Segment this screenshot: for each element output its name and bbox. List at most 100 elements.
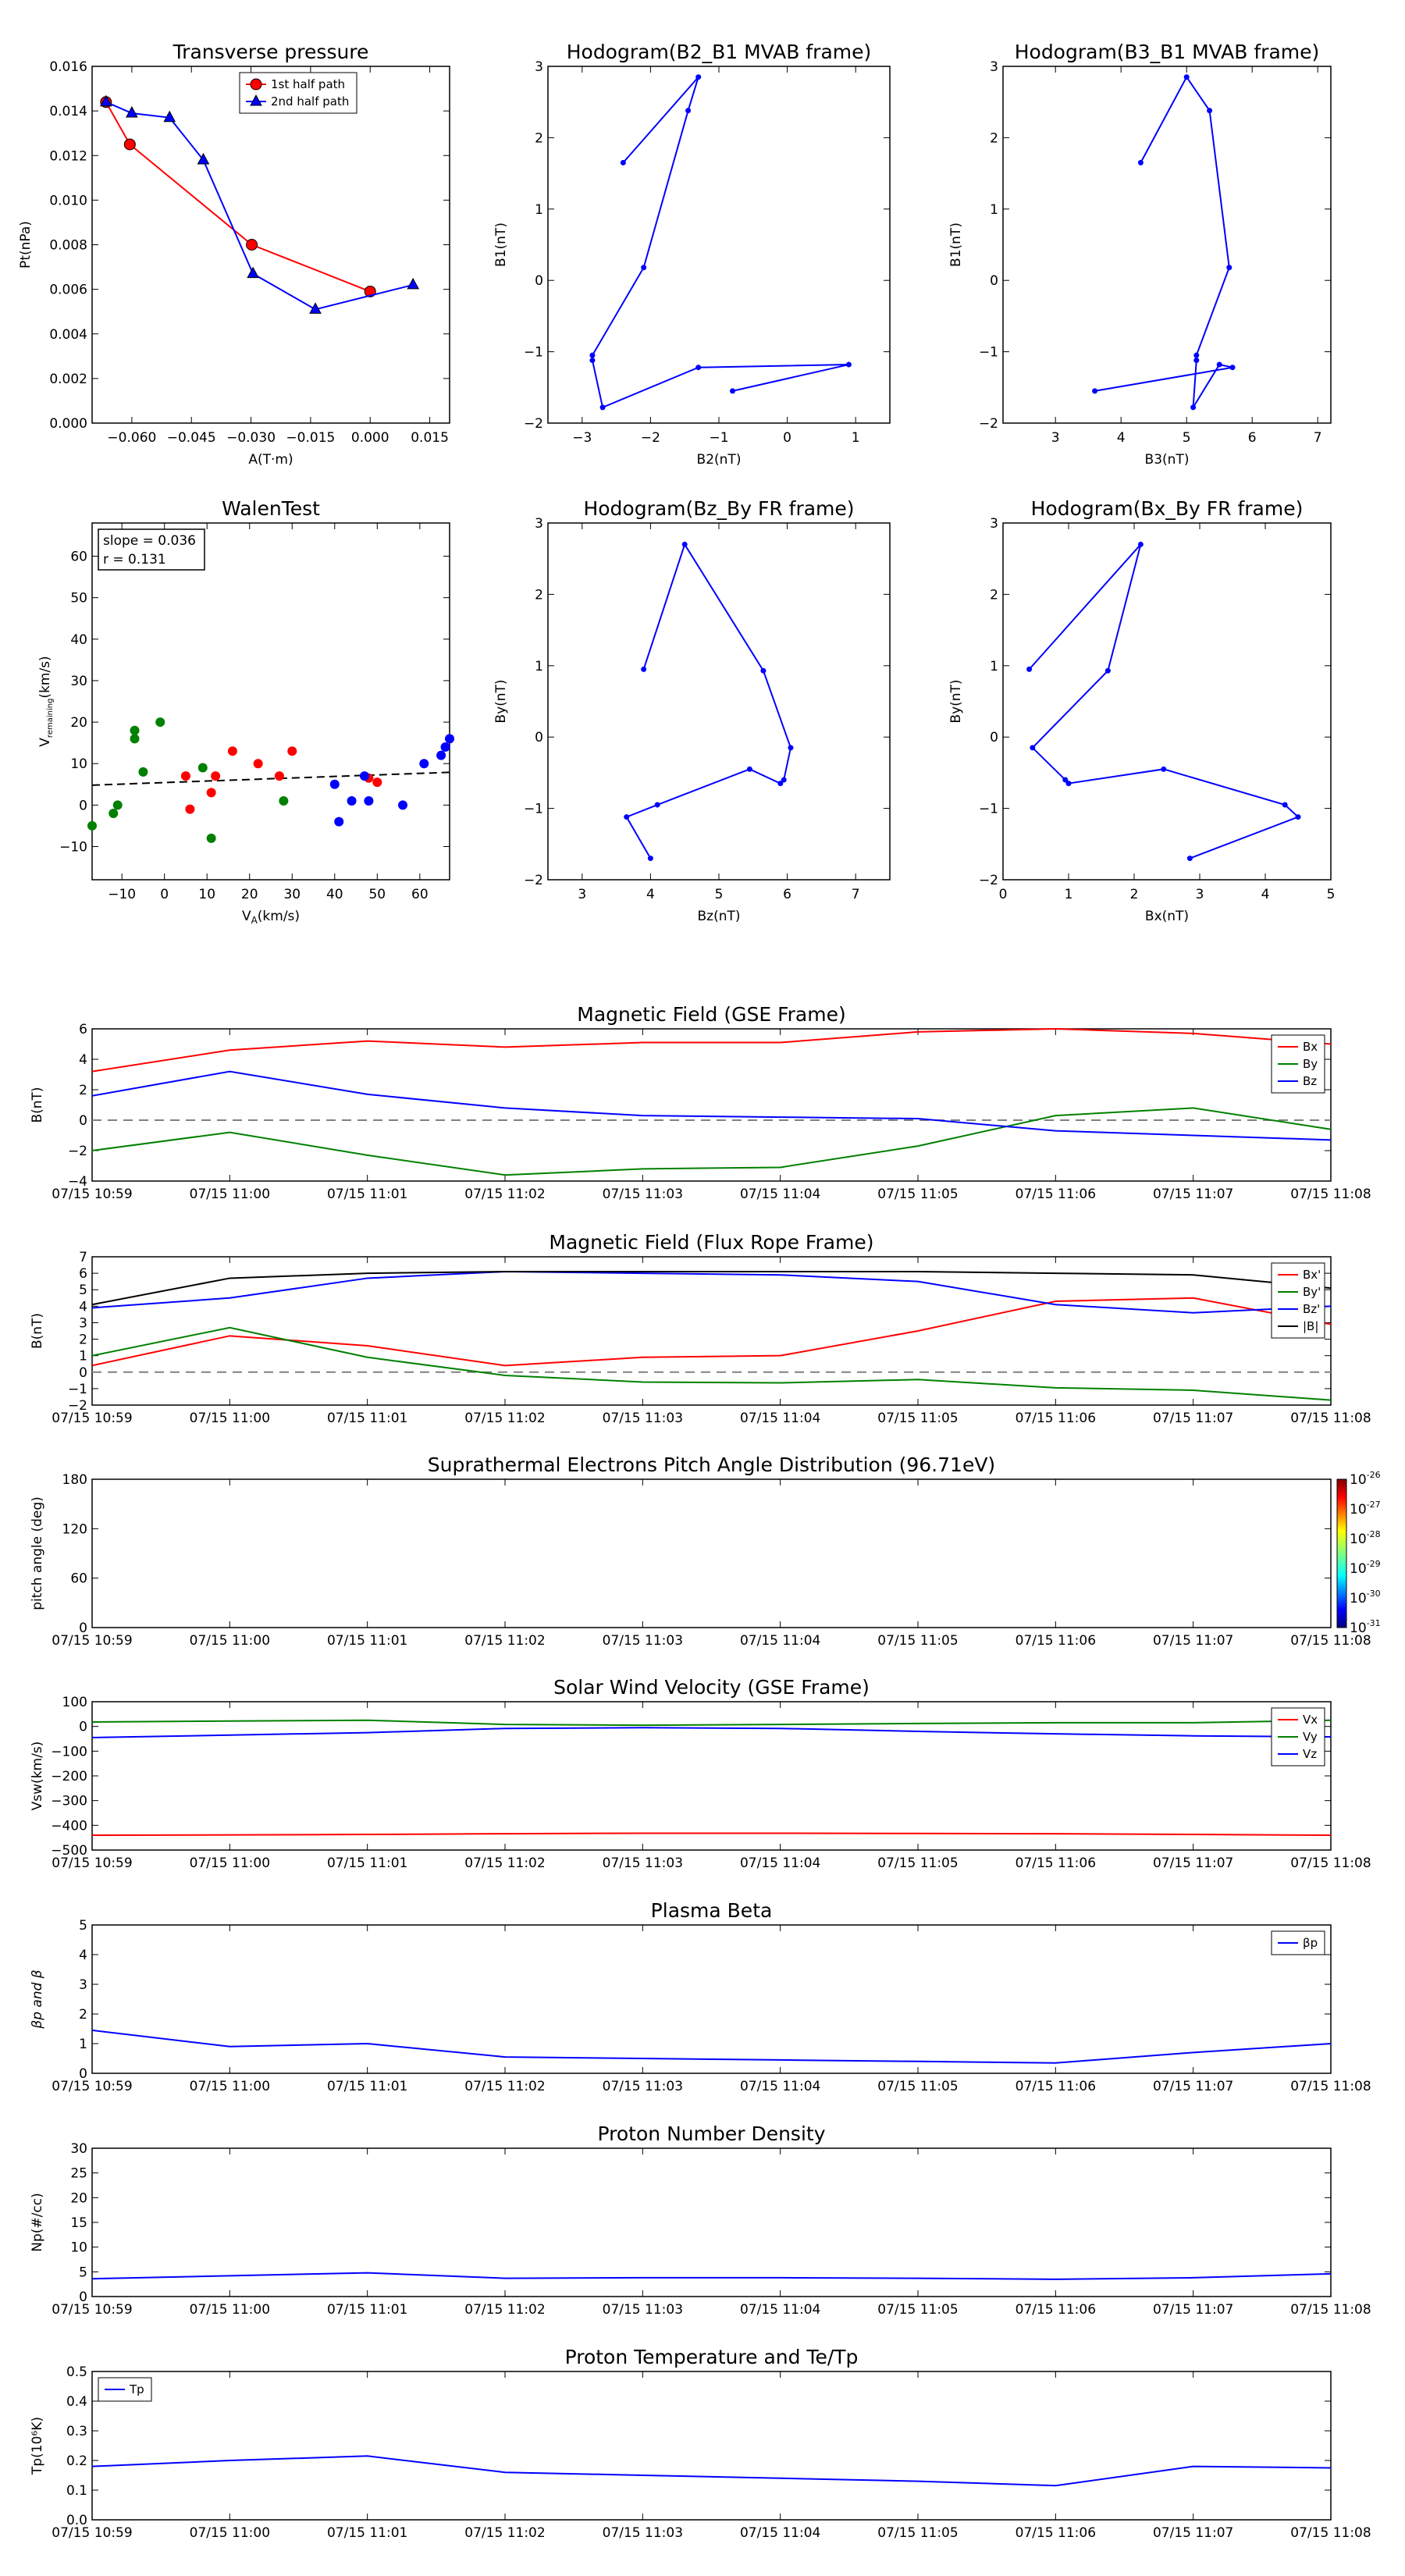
colorbar-tick-label: 10-29: [1350, 1559, 1381, 1577]
legend-label: Bx': [1303, 1268, 1321, 1282]
y-tick-label: 2: [79, 1083, 87, 1098]
axes-frame: [91, 1478, 1332, 1628]
x-tick-label: 07/15 10:59: [52, 1633, 132, 1649]
scatter-point: [445, 734, 454, 744]
y-tick-label: 1: [990, 202, 998, 218]
scatter-point: [185, 804, 195, 814]
y-axis-label: B1(nT): [493, 222, 509, 267]
x-tick-label: 07/15 10:59: [52, 1856, 132, 1871]
scatter-point: [227, 746, 237, 756]
x-tick-label: 07/15 11:02: [464, 2302, 545, 2318]
data-point: [1186, 856, 1193, 862]
x-tick-label: 10: [198, 887, 215, 902]
series-line: [91, 2029, 1332, 2064]
data-point: [1229, 365, 1236, 371]
x-tick-label: 07/15 11:06: [1016, 2079, 1096, 2094]
y-tick-label: 0: [79, 1113, 87, 1129]
series-line: [105, 101, 371, 293]
y-tick-label: 7: [79, 1250, 87, 1265]
colorbar-tick-label: 10-27: [1350, 1500, 1381, 1517]
scatter-point: [359, 771, 369, 781]
series-line: [91, 1107, 1332, 1176]
x-tick-label: −0.060: [107, 430, 156, 446]
data-point: [788, 745, 794, 751]
legend-label: Vy: [1303, 1730, 1318, 1744]
series-line: [91, 1832, 1332, 1836]
panel-magnetic-field-fr: Magnetic Field (Flux Rope Frame) −2−10123…: [30, 1231, 1371, 1426]
y-tick-label: 1: [990, 659, 998, 674]
legend-label: βp: [1303, 1936, 1318, 1950]
scatter-point: [347, 796, 357, 806]
data-point: [1092, 388, 1098, 394]
x-tick-label: 07/15 11:05: [877, 1411, 958, 1426]
x-tick-label: 07/15 11:05: [877, 1633, 958, 1649]
x-tick-label: 0: [783, 430, 791, 446]
chart-title: Magnetic Field (GSE Frame): [577, 1003, 845, 1026]
data-point: [695, 74, 702, 80]
y-tick-label: 1: [535, 202, 543, 218]
y-tick-label: 0.004: [49, 327, 87, 343]
x-tick-label: 07/15 11:01: [327, 2302, 407, 2318]
x-tick-label: 07/15 11:04: [740, 1411, 820, 1426]
x-tick-label: 07/15 11:00: [190, 1411, 270, 1426]
x-tick-label: 07/15 11:00: [190, 1633, 270, 1649]
data-point: [695, 365, 702, 371]
data-point: [599, 404, 606, 411]
r-annotation: r = 0.131: [103, 552, 166, 568]
y-tick-label: −100: [51, 1744, 87, 1759]
x-tick-label: 0: [160, 887, 169, 902]
x-tick-label: 30: [283, 887, 301, 902]
axes-frame: [1002, 522, 1332, 881]
scatter-point: [334, 817, 344, 827]
data-point: [1065, 781, 1072, 787]
panel-hodogram-bz-by: Hodogram(Bz_By FR frame) −2 −1 0 1 2 3 3 4 5 6 7 Bz(…: [493, 497, 891, 924]
panel-hodogram-b3-b1: Hodogram(B3_B1 MVAB frame) −2 −1 0 1 2 3 3 4 5 6 7 B…: [948, 41, 1332, 468]
y-tick-label: 60: [70, 550, 87, 565]
x-tick-label: 07/15 11:08: [1290, 1856, 1371, 1871]
scatter-point: [180, 771, 190, 781]
x-tick-label: 07/15 11:00: [190, 1187, 270, 1202]
scatter-point: [112, 800, 123, 810]
x-tick-label: 0.000: [351, 430, 389, 446]
x-tick-label: −0.030: [226, 430, 276, 446]
data-point: [1207, 108, 1213, 114]
scatter-point: [211, 771, 221, 781]
data-point: [760, 667, 767, 674]
x-tick-label: 07/15 11:07: [1153, 1633, 1233, 1649]
data-point: [163, 110, 176, 123]
y-tick-label: −1: [524, 345, 543, 361]
y-tick-label: 120: [62, 1521, 87, 1537]
data-point: [647, 856, 653, 862]
y-tick-label: 2: [535, 130, 543, 146]
x-tick-label: 07/15 11:06: [1016, 2302, 1096, 2318]
x-tick-label: 6: [783, 887, 791, 902]
chart-title: Hodogram(B2_B1 MVAB frame): [567, 41, 872, 63]
x-tick-label: 07/15 11:01: [327, 1411, 407, 1426]
y-tick-label: −1: [68, 1382, 87, 1397]
chart-title: Transverse pressure: [173, 41, 369, 63]
y-tick-label: −2: [68, 1144, 87, 1159]
panel-plasma-beta: Plasma Beta 0 1 2 3 4 5 07/15 10:59 07/15 11:00 0…: [30, 1899, 1371, 2094]
y-tick-label: 20: [70, 2190, 87, 2206]
x-tick-label: 07/15 11:03: [603, 2302, 683, 2318]
data-point: [777, 781, 784, 787]
x-tick-label: 07/15 11:04: [740, 2079, 820, 2094]
colorbar-tick-label: 10-26: [1350, 1470, 1381, 1488]
legend-label: Bz': [1303, 1302, 1320, 1316]
x-tick-label: 1: [852, 430, 860, 446]
x-tick-label: 07/15 11:05: [877, 2525, 958, 2541]
legend-label: Bx: [1303, 1040, 1318, 1054]
series-line: [91, 2455, 1332, 2487]
y-tick-label: 0: [79, 1720, 87, 1735]
y-tick-label: 5: [79, 2265, 87, 2280]
y-tick-label: 0.4: [66, 2394, 87, 2410]
legend-label: By': [1303, 1285, 1321, 1299]
x-tick-label: 07/15 11:08: [1290, 2079, 1371, 2094]
x-tick-label: 07/15 11:02: [464, 2525, 545, 2541]
x-tick-label: 07/15 11:08: [1290, 1633, 1371, 1649]
series-line: [91, 1027, 1332, 1073]
data-point: [681, 541, 688, 547]
panel-proton-density: Proton Number Density 0 5 10 15 20 25 30 07/15 1…: [30, 2122, 1371, 2318]
x-tick-label: 07/15 11:03: [603, 1856, 683, 1871]
